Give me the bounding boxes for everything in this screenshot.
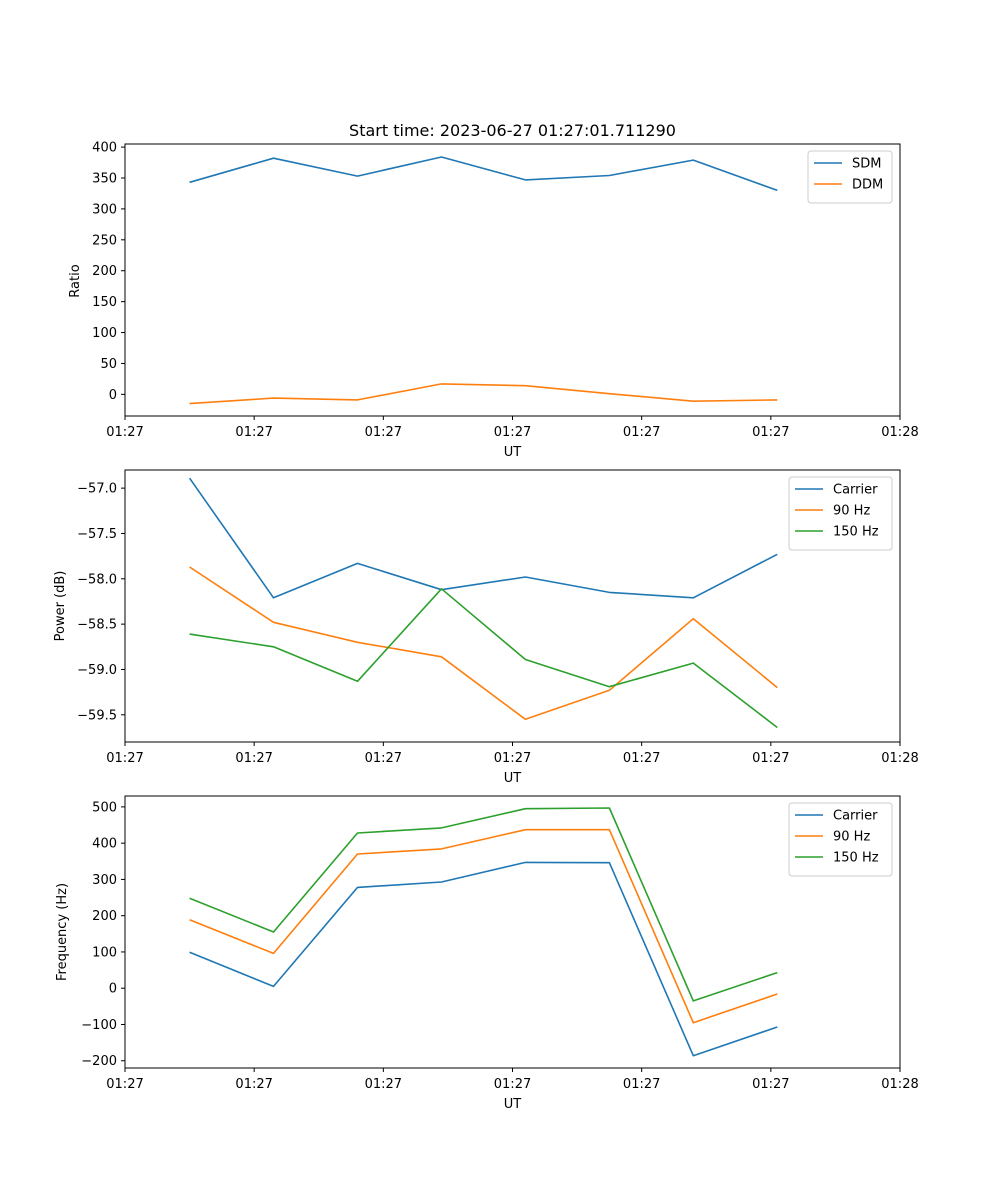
power-xtick-label: 01:28 bbox=[881, 751, 918, 766]
frequency-axes-frame bbox=[124, 795, 901, 1069]
ratio-ytick-label: 0 bbox=[109, 388, 117, 403]
ratio-panel-title: Start time: 2023-06-27 01:27:01.711290 bbox=[349, 121, 676, 140]
ratio-legend-label: DDM bbox=[852, 178, 883, 193]
ratio-xtick-label: 01:27 bbox=[752, 425, 789, 440]
ratio-xtick-label: 01:27 bbox=[623, 425, 660, 440]
power-ytick-label: −58.5 bbox=[77, 618, 117, 633]
power-xtick-label: 01:27 bbox=[623, 751, 660, 766]
ratio-xtick-label: 01:27 bbox=[106, 425, 143, 440]
frequency-xtick-label: 01:28 bbox=[881, 1077, 918, 1092]
ratio-ytick-label: 300 bbox=[92, 202, 117, 217]
ratio-ytick-label: 100 bbox=[92, 326, 117, 341]
ratio-axes-frame bbox=[124, 143, 901, 417]
ratio-xtick-label: 01:28 bbox=[881, 425, 918, 440]
frequency-panel-ylabel: Frequency (Hz) bbox=[55, 883, 70, 981]
power-series-line-150-hz bbox=[189, 587, 778, 729]
frequency-xtick-label: 01:27 bbox=[235, 1077, 272, 1092]
power-legend: Carrier 90 Hz 150 Hz bbox=[788, 476, 893, 551]
ratio-legend: SDM DDM bbox=[807, 150, 893, 204]
frequency-legend-label: Carrier bbox=[833, 809, 878, 824]
power-ytick-label: −59.0 bbox=[77, 663, 117, 678]
frequency-xtick-label: 01:27 bbox=[623, 1077, 660, 1092]
power-panel: UT Power (dB) 01:27 01:27 01:27 01:27 01:27 0… bbox=[53, 469, 919, 786]
ratio-ytick-label: 400 bbox=[92, 141, 117, 156]
ratio-panel-xlabel: UT bbox=[504, 445, 522, 460]
power-xtick-label: 01:27 bbox=[752, 751, 789, 766]
power-xtick-label: 01:27 bbox=[106, 751, 143, 766]
power-axes-frame bbox=[124, 469, 901, 743]
frequency-ytick-label: −200 bbox=[81, 1054, 117, 1069]
ratio-xtick-label: 01:27 bbox=[494, 425, 531, 440]
ratio-ytick-label: 50 bbox=[100, 357, 117, 372]
frequency-ytick-label: 100 bbox=[92, 945, 117, 960]
power-panel-xlabel: UT bbox=[504, 771, 522, 786]
frequency-panel-xlabel: UT bbox=[504, 1097, 522, 1112]
power-legend-label: 150 Hz bbox=[833, 525, 879, 540]
frequency-ytick-label: 200 bbox=[92, 909, 117, 924]
frequency-series-line-90-hz bbox=[189, 828, 778, 1024]
frequency-xtick-label: 01:27 bbox=[365, 1077, 402, 1092]
power-panel-ylabel: Power (dB) bbox=[53, 571, 68, 642]
frequency-xtick-label: 01:27 bbox=[106, 1077, 143, 1092]
ratio-ytick-label: 200 bbox=[92, 264, 117, 279]
power-legend-label: Carrier bbox=[833, 483, 878, 498]
frequency-ytick-label: 400 bbox=[92, 837, 117, 852]
power-legend-label: 90 Hz bbox=[833, 504, 870, 519]
ratio-legend-frame bbox=[807, 150, 893, 204]
power-xtick-label: 01:27 bbox=[365, 751, 402, 766]
power-xtick-label: 01:27 bbox=[494, 751, 531, 766]
ratio-xtick-label: 01:27 bbox=[235, 425, 272, 440]
ratio-panel-ylabel: Ratio bbox=[68, 264, 83, 297]
frequency-legend-label: 150 Hz bbox=[833, 851, 879, 866]
ratio-legend-label: SDM bbox=[852, 157, 881, 172]
power-ytick-label: −58.0 bbox=[77, 572, 117, 587]
ratio-ytick-label: 250 bbox=[92, 233, 117, 248]
ratio-ytick-label: 350 bbox=[92, 172, 117, 187]
frequency-series-line-150-hz bbox=[189, 807, 778, 1002]
frequency-ytick-label: −100 bbox=[81, 1018, 117, 1033]
ratio-xtick-label: 01:27 bbox=[365, 425, 402, 440]
ratio-panel: Start time: 2023-06-27 01:27:01.711290 U… bbox=[68, 121, 919, 460]
power-series-line-carrier bbox=[188, 477, 778, 599]
frequency-ytick-label: 500 bbox=[92, 800, 117, 815]
ratio-series-line-ddm bbox=[189, 383, 778, 405]
power-ytick-label: −57.0 bbox=[77, 482, 117, 497]
ratio-series-line-sdm bbox=[189, 156, 778, 192]
frequency-ytick-label: 300 bbox=[92, 873, 117, 888]
frequency-panel: UT Frequency (Hz) 01:27 01:27 01:27 01:27 01… bbox=[55, 795, 919, 1112]
power-ytick-label: −59.5 bbox=[77, 708, 117, 723]
power-series-line-90-hz bbox=[189, 566, 778, 721]
frequency-legend-label: 90 Hz bbox=[833, 830, 870, 845]
frequency-xtick-label: 01:27 bbox=[494, 1077, 531, 1092]
power-xtick-label: 01:27 bbox=[235, 751, 272, 766]
frequency-ytick-label: 0 bbox=[109, 982, 117, 997]
frequency-legend: Carrier 90 Hz 150 Hz bbox=[788, 802, 893, 877]
ratio-ytick-label: 150 bbox=[92, 295, 117, 310]
power-ytick-label: −57.5 bbox=[77, 527, 117, 542]
frequency-xtick-label: 01:27 bbox=[752, 1077, 789, 1092]
frequency-series-line-carrier bbox=[189, 861, 778, 1057]
